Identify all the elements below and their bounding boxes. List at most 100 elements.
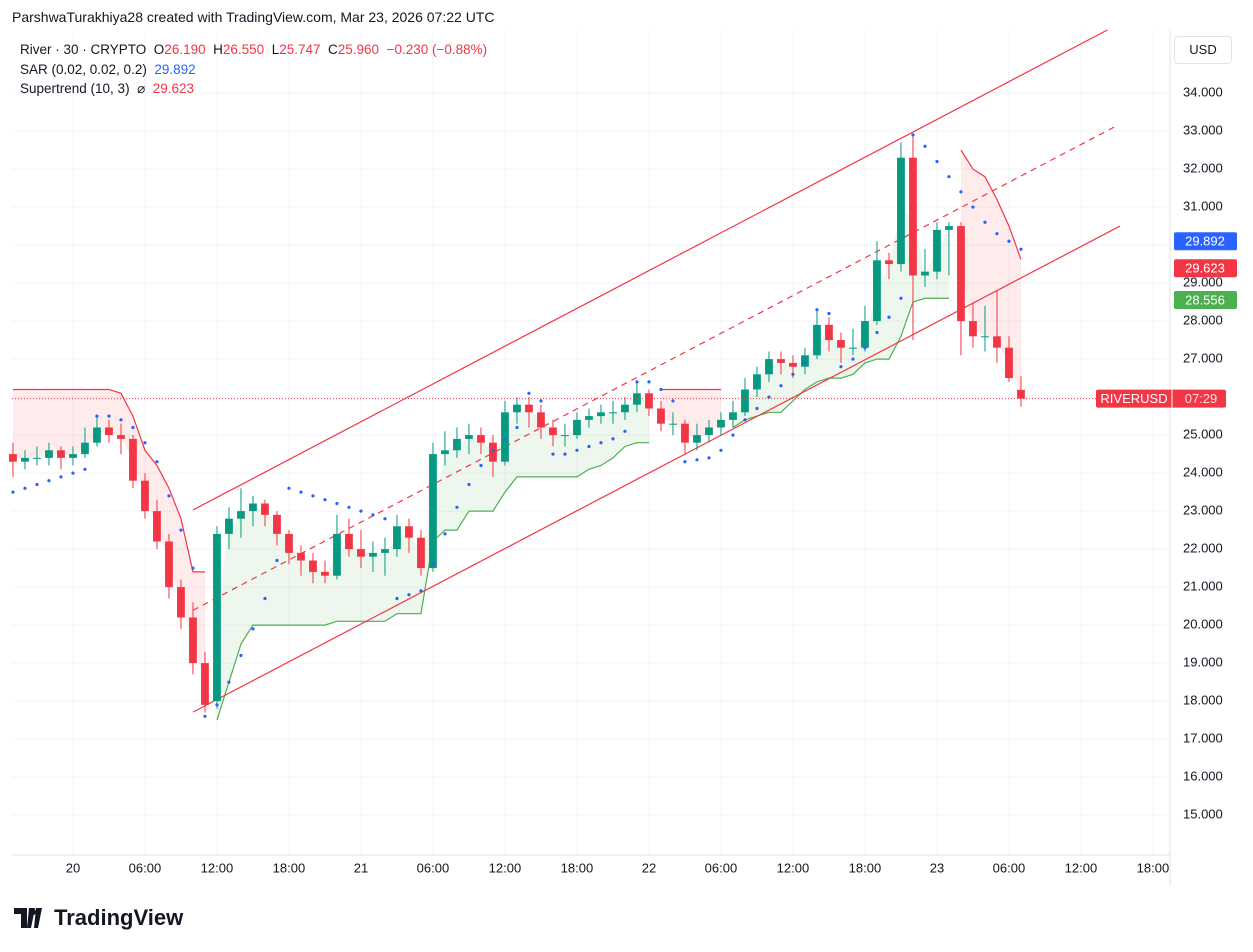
- sar-dot: [359, 509, 363, 513]
- candle-body: [657, 408, 665, 424]
- ohlc-label: O: [153, 42, 165, 57]
- x-tick-label: 21: [354, 860, 368, 875]
- sar-dot: [635, 380, 639, 384]
- y-tick-label: 22.000: [1183, 541, 1223, 556]
- y-tick-label: 24.000: [1183, 465, 1223, 480]
- candle-body: [333, 533, 341, 576]
- x-tick-label: 12:00: [1065, 860, 1098, 875]
- sar-dot: [731, 433, 735, 437]
- legend-row: River · 30 · CRYPTO O26.190 H26.550 L25.…: [20, 40, 487, 60]
- sar-dot: [503, 437, 507, 441]
- candle-body: [753, 374, 761, 390]
- candle-body: [429, 454, 437, 569]
- channel-line: [192, 225, 1121, 713]
- supertrend-label[interactable]: Supertrend (10, 3): [20, 81, 130, 96]
- candle-body: [897, 157, 905, 265]
- y-tick-label: 18.000: [1183, 693, 1223, 708]
- sar-dot: [599, 441, 603, 445]
- sar-dot: [887, 315, 891, 319]
- candle-body: [777, 359, 785, 363]
- x-tick-label: 06:00: [129, 860, 162, 875]
- x-tick-label: 18:00: [273, 860, 306, 875]
- sar-dot: [155, 460, 159, 464]
- sar-dot: [443, 532, 447, 536]
- sar-dot: [287, 486, 291, 490]
- y-tick-label: 20.000: [1183, 617, 1223, 632]
- candle-body: [513, 404, 521, 413]
- y-tick-label: 16.000: [1183, 769, 1223, 784]
- candle-body: [117, 435, 125, 439]
- candle-body: [345, 533, 353, 550]
- sar-dot: [803, 361, 807, 365]
- candle-body: [213, 533, 221, 702]
- candle-body: [837, 340, 845, 348]
- sar-dot: [407, 593, 411, 597]
- candle-body: [297, 552, 305, 561]
- sar-dot: [119, 418, 123, 422]
- candle-body: [177, 587, 185, 618]
- y-tick-label: 17.000: [1183, 731, 1223, 746]
- candle-body: [129, 438, 137, 481]
- price-tag: [1174, 259, 1237, 278]
- sar-dot: [863, 346, 867, 350]
- sar-dot: [371, 513, 375, 517]
- sar-dot: [827, 311, 831, 316]
- candle-body: [873, 260, 881, 322]
- candle-body: [621, 404, 629, 413]
- candle-body: [597, 412, 605, 417]
- sar-dot: [983, 220, 987, 224]
- sar-dot: [695, 458, 699, 462]
- sar-dot: [659, 387, 663, 392]
- sar-dot: [911, 133, 915, 137]
- sar-dot: [1007, 239, 1011, 243]
- supertrend-down-fill: [960, 150, 1021, 395]
- y-tick-label: 23.000: [1183, 503, 1223, 518]
- sar-dot: [251, 627, 255, 631]
- symbol[interactable]: River · 30 · CRYPTO: [20, 42, 147, 57]
- sar-label[interactable]: SAR (0.02, 0.02, 0.2): [20, 61, 147, 77]
- candle-body: [729, 412, 737, 420]
- sar-dot: [11, 490, 15, 494]
- candle-body: [585, 416, 593, 420]
- candle-body: [681, 423, 689, 443]
- sar-dot: [527, 391, 531, 395]
- candle-body: [645, 393, 653, 409]
- sar-dot: [839, 365, 843, 369]
- last-price-countdown: 07:29: [1185, 391, 1218, 406]
- sar-dot: [455, 505, 459, 509]
- ohlc-label: C: [328, 42, 338, 57]
- candle-body: [9, 454, 17, 462]
- supertrend-down-line: [12, 388, 205, 573]
- sar-dot: [179, 528, 183, 532]
- price-tag-label: 28.556: [1185, 292, 1225, 307]
- y-tick-label: 33.000: [1183, 123, 1223, 138]
- ohlc-value: 25.960: [337, 42, 380, 57]
- candle-body: [45, 450, 53, 458]
- candle-body: [477, 435, 485, 443]
- ohlc-label: H: [213, 42, 223, 57]
- candle-body: [261, 503, 269, 515]
- sar-dot: [755, 406, 759, 411]
- x-tick-label: 18:00: [561, 860, 594, 875]
- sar-dot: [491, 448, 495, 452]
- sar-dot: [383, 517, 387, 521]
- sar-value: 29.892: [154, 61, 196, 77]
- currency-button[interactable]: USD: [1174, 36, 1232, 64]
- sar-dot: [575, 448, 579, 452]
- sar-dot: [203, 714, 207, 718]
- sar-dot: [311, 494, 315, 498]
- supertrend-icon: ⌀: [137, 81, 146, 96]
- price-tag: [1174, 290, 1237, 309]
- supertrend-down-line: [960, 149, 1022, 260]
- sar-dot: [923, 144, 927, 148]
- candle-body: [933, 229, 941, 272]
- sar-dot: [779, 384, 783, 388]
- axes: 15.000 16.000 17.000 18.000 19.000 20.000 21.0…: [12, 30, 1223, 885]
- sar-dot: [971, 205, 975, 209]
- sar-dot: [419, 589, 423, 593]
- price-tag-label: 29.892: [1185, 234, 1225, 249]
- legend-row: SAR (0.02, 0.02, 0.2) 29.892: [20, 60, 487, 80]
- supertrend-up-fill: [732, 210, 949, 428]
- logo-icon: [14, 908, 42, 928]
